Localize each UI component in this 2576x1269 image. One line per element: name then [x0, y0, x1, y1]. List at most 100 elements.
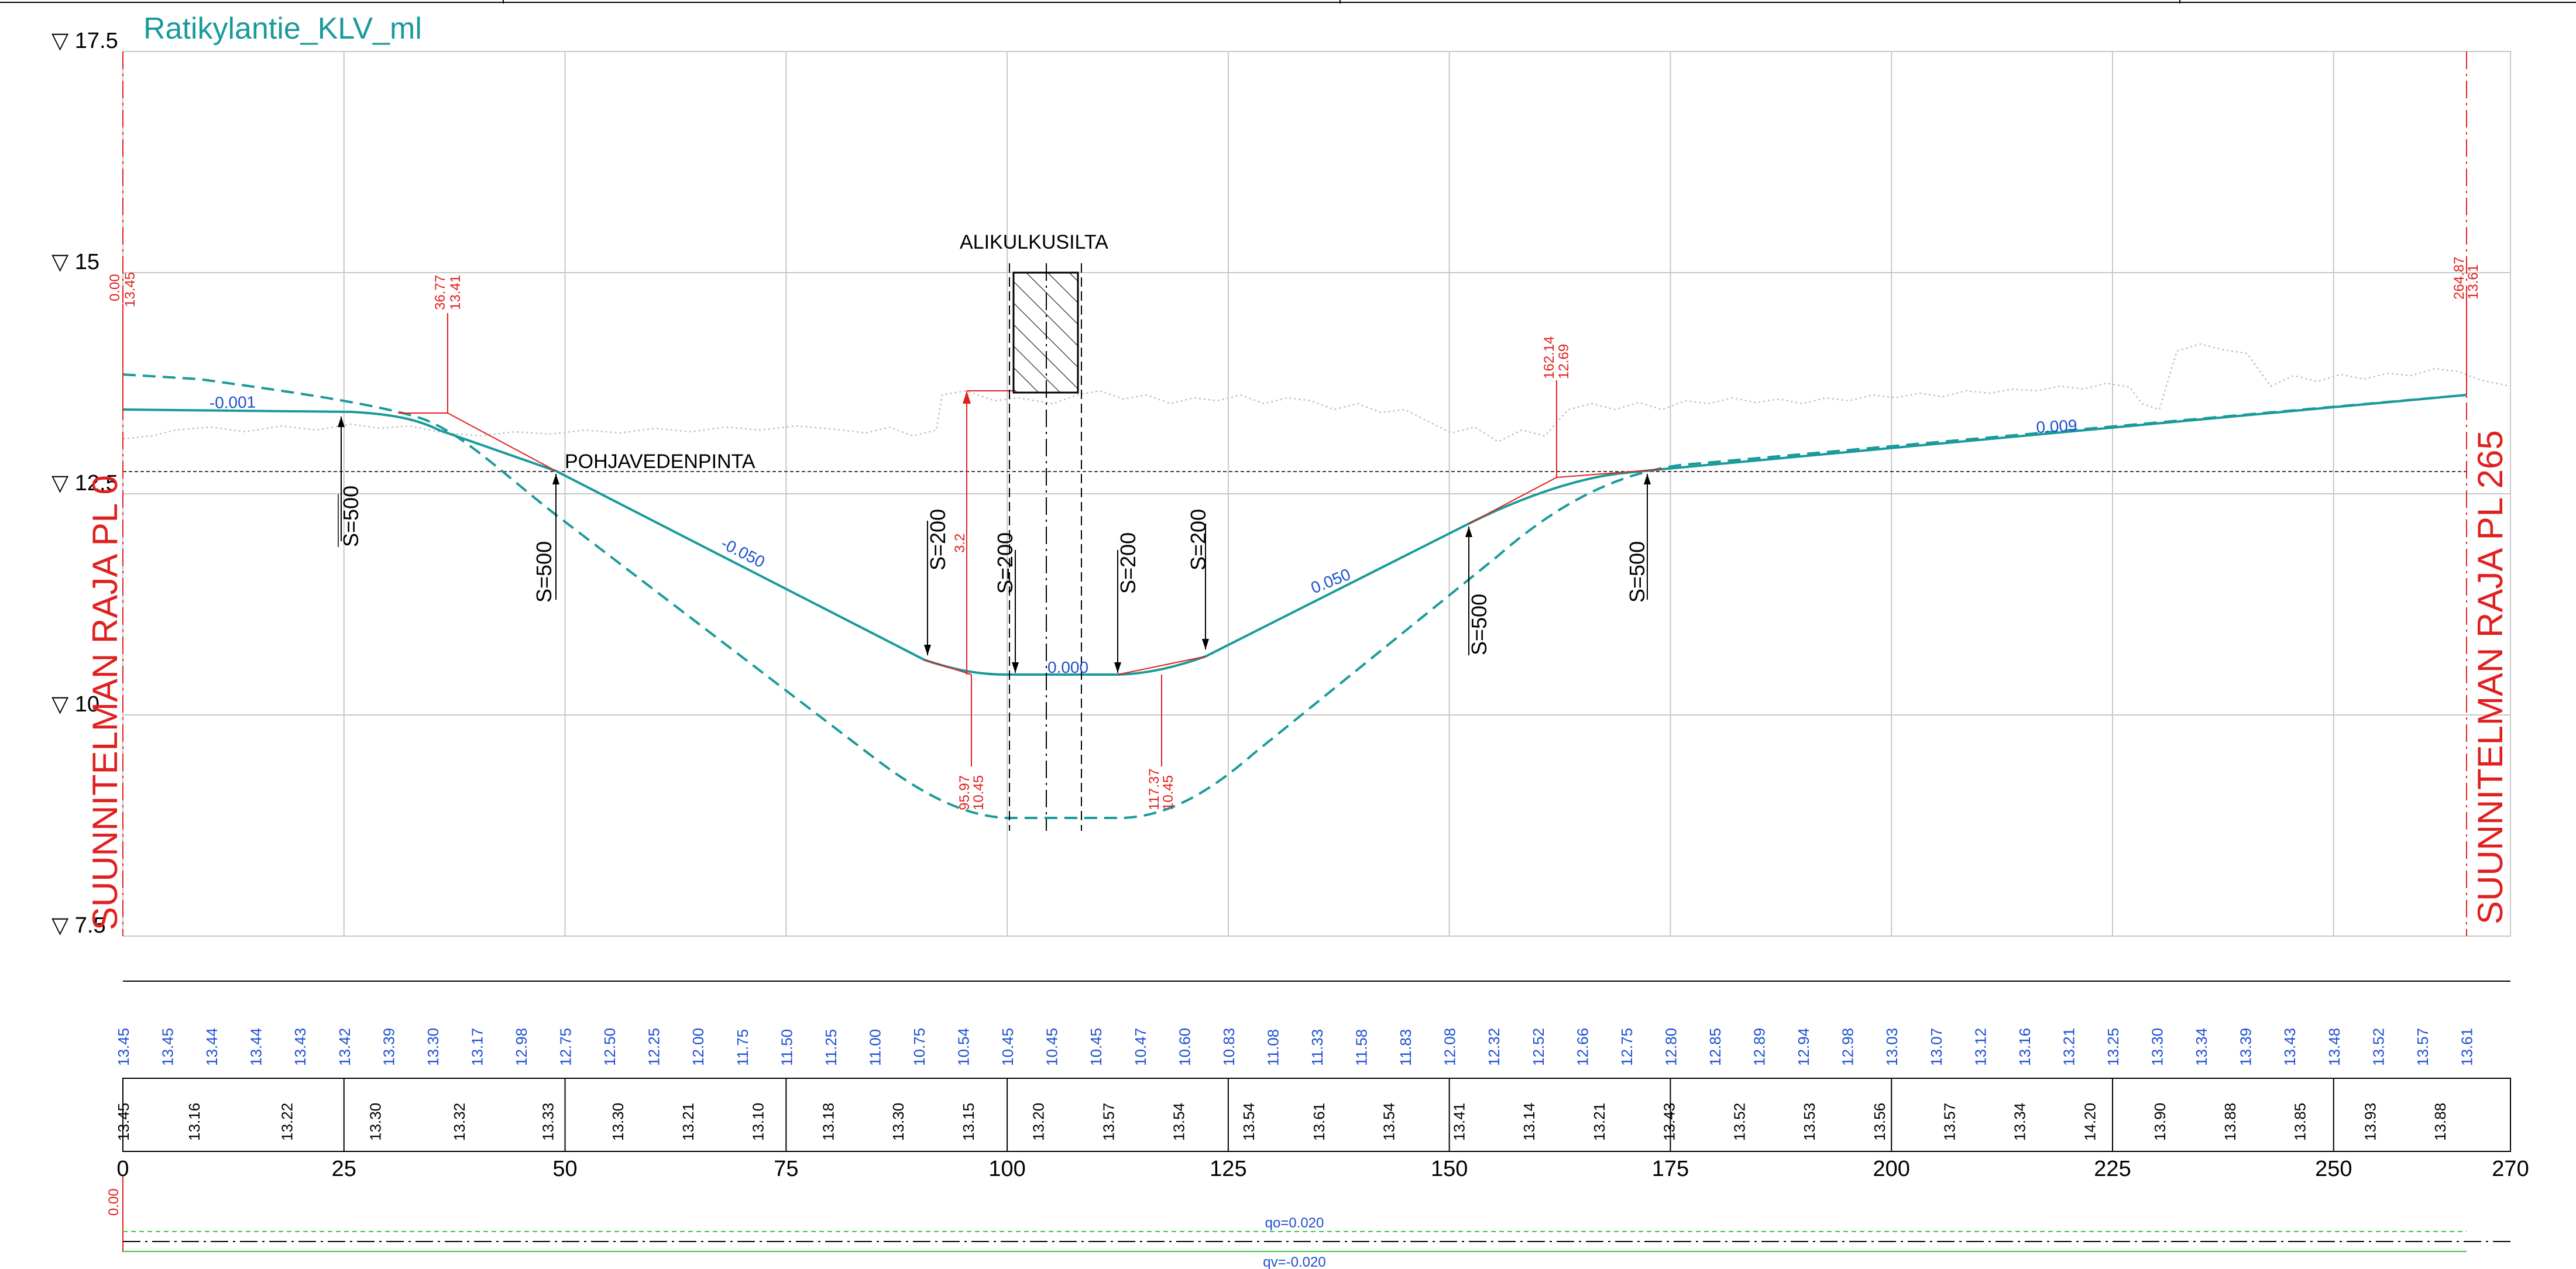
design-elevation-value: 12.50	[601, 1028, 619, 1066]
distance-label: 25	[332, 1157, 356, 1181]
svg-text:S=500: S=500	[339, 486, 363, 547]
pvi-1-annotation: 36.77 13.41	[398, 275, 557, 472]
clearance-annotation: 3.2	[952, 390, 1014, 675]
pvi-4-annotation: 162.14 12.69	[1468, 336, 1663, 524]
design-elevation-value: 12.00	[689, 1028, 707, 1066]
distance-label: 175	[1652, 1157, 1689, 1181]
curve-marker-7: S=500	[1465, 527, 1491, 655]
groundwater-label: POHJAVEDENPINTA	[565, 450, 755, 473]
design-elevation-value: 10.45	[999, 1028, 1016, 1066]
ground-elevation-value: 13.21	[679, 1103, 697, 1141]
design-elevation-value: 13.43	[2281, 1028, 2299, 1066]
design-elevation-value: 13.45	[159, 1028, 177, 1066]
ground-elevation-row: 13.45 13.16 13.22 13.30 13.32 13.33 13.30 13.21…	[115, 1103, 2449, 1141]
design-elevation-value: 11.75	[734, 1029, 751, 1066]
design-elevation-value: 12.94	[1795, 1028, 1812, 1066]
distance-axis: 0 25 50 75 100 125 150 175 200 225 250 270	[116, 1157, 2529, 1181]
ground-elevation-value: 13.93	[2361, 1103, 2379, 1141]
elevation-label: ▽ 7.5	[51, 913, 106, 938]
pvi-end-annotation: 264.87 13.61	[2451, 257, 2481, 395]
ground-elevation-value: 13.14	[1520, 1103, 1538, 1141]
curve-marker-6: S=200	[1186, 509, 1210, 649]
design-elevation-value: 12.85	[1706, 1028, 1724, 1066]
ground-elevation-value: 13.30	[609, 1103, 627, 1141]
design-elevation-value: 13.30	[424, 1028, 442, 1066]
ground-elevation-value: 13.18	[819, 1103, 837, 1141]
ground-elevation-value: 13.52	[1730, 1103, 1748, 1141]
design-elevation-value: 12.75	[557, 1028, 575, 1066]
svg-text:S=500: S=500	[1467, 594, 1491, 655]
design-elevation-value: 13.45	[115, 1028, 132, 1066]
design-elevation-value: 12.89	[1751, 1028, 1768, 1066]
design-elevation-value: 11.25	[822, 1029, 840, 1066]
ground-elevation-value: 14.20	[2081, 1103, 2098, 1141]
design-elevation-value: 10.45	[1043, 1028, 1061, 1066]
svg-text:162.14: 162.14	[1541, 336, 1557, 379]
svg-text:S=500: S=500	[532, 541, 556, 603]
svg-text:3.2: 3.2	[952, 534, 968, 553]
design-elevation-value: 13.21	[2060, 1028, 2077, 1066]
svg-text:264.87: 264.87	[2451, 257, 2467, 300]
ground-elevation-value: 13.30	[367, 1103, 384, 1141]
design-grade-line	[122, 394, 2467, 676]
design-elevation-value: 13.43	[291, 1028, 309, 1066]
distance-label: 75	[774, 1157, 798, 1181]
slope-label-5: 0.009	[2036, 416, 2078, 436]
design-elevation-value: 13.03	[1883, 1028, 1901, 1066]
elevation-label: ▽ 12.5	[51, 471, 118, 496]
svg-text:S=200: S=200	[1116, 532, 1140, 594]
boundary-label-right: SUUNNITELMAN RAJA PL 265	[2471, 430, 2510, 924]
ground-elevation-value: 13.54	[1240, 1103, 1258, 1141]
drawing-title: Ratikylantie_KLV_ml	[143, 12, 422, 46]
design-elevation-value: 13.30	[2149, 1028, 2166, 1066]
ground-elevation-value: 13.32	[451, 1103, 468, 1141]
design-elevation-value: 10.47	[1132, 1028, 1149, 1066]
design-elevation-row: 13.45 13.45 13.44 13.44 13.43 13.42 13.39 13.30…	[115, 1028, 2475, 1066]
design-elevation-value: 13.61	[2458, 1028, 2475, 1066]
svg-text:0.00: 0.00	[106, 1188, 122, 1216]
ground-elevation-value: 13.85	[2292, 1103, 2309, 1141]
slope-label-1: -0.001	[209, 393, 256, 412]
design-elevation-value: 11.33	[1308, 1029, 1326, 1066]
design-elevation-value: 13.16	[2016, 1028, 2034, 1066]
design-elevation-value: 13.39	[2237, 1028, 2255, 1066]
ground-elevation-value: 13.57	[1100, 1103, 1117, 1141]
distance-label: 125	[1210, 1157, 1246, 1181]
design-elevation-value: 13.07	[1928, 1028, 1945, 1066]
distance-label: 100	[988, 1157, 1025, 1181]
curve-marker-5: S=200	[1114, 532, 1140, 673]
design-elevation-value: 13.42	[336, 1028, 353, 1066]
station-ticks	[343, 1078, 2334, 1151]
design-elevation-value: 12.80	[1662, 1028, 1679, 1066]
design-elevation-value: 11.00	[866, 1029, 884, 1066]
svg-text:10.45: 10.45	[971, 775, 987, 810]
ground-elevation-value: 13.21	[1591, 1103, 1608, 1141]
crossfall-top-label: qo=0.020	[1265, 1215, 1324, 1231]
distance-label: 50	[552, 1157, 577, 1181]
design-elevation-value: 11.08	[1264, 1029, 1282, 1066]
svg-text:13.41: 13.41	[448, 275, 463, 310]
svg-text:95.97: 95.97	[957, 775, 973, 810]
design-elevation-value: 10.60	[1176, 1028, 1193, 1066]
curve-marker-3: S=200	[924, 509, 950, 655]
ground-elevation-value: 13.34	[2011, 1103, 2028, 1141]
ground-elevation-box	[122, 1078, 2511, 1152]
ground-elevation-value: 13.88	[2431, 1103, 2449, 1141]
design-elevation-value: 13.44	[203, 1028, 221, 1066]
existing-ground-line	[122, 343, 2511, 443]
svg-text:10.45: 10.45	[1160, 775, 1176, 810]
ground-elevation-value: 13.22	[279, 1103, 296, 1141]
curve-marker-8: S=500	[1625, 474, 1651, 603]
design-elevation-value: 10.83	[1220, 1028, 1238, 1066]
slope-label-3: 0.000	[1047, 658, 1088, 676]
design-elevation-value: 13.25	[2104, 1028, 2122, 1066]
distance-label: 150	[1431, 1157, 1468, 1181]
bridge-label: ALIKULKUSILTA	[960, 231, 1108, 253]
design-elevation-value: 13.12	[1972, 1028, 1989, 1066]
ground-elevation-value: 13.88	[2221, 1103, 2239, 1141]
design-elevation-value: 11.58	[1353, 1029, 1371, 1066]
svg-text:117.37: 117.37	[1146, 768, 1162, 810]
ground-elevation-value: 13.15	[960, 1103, 977, 1141]
design-elevation-value: 12.32	[1485, 1028, 1503, 1066]
